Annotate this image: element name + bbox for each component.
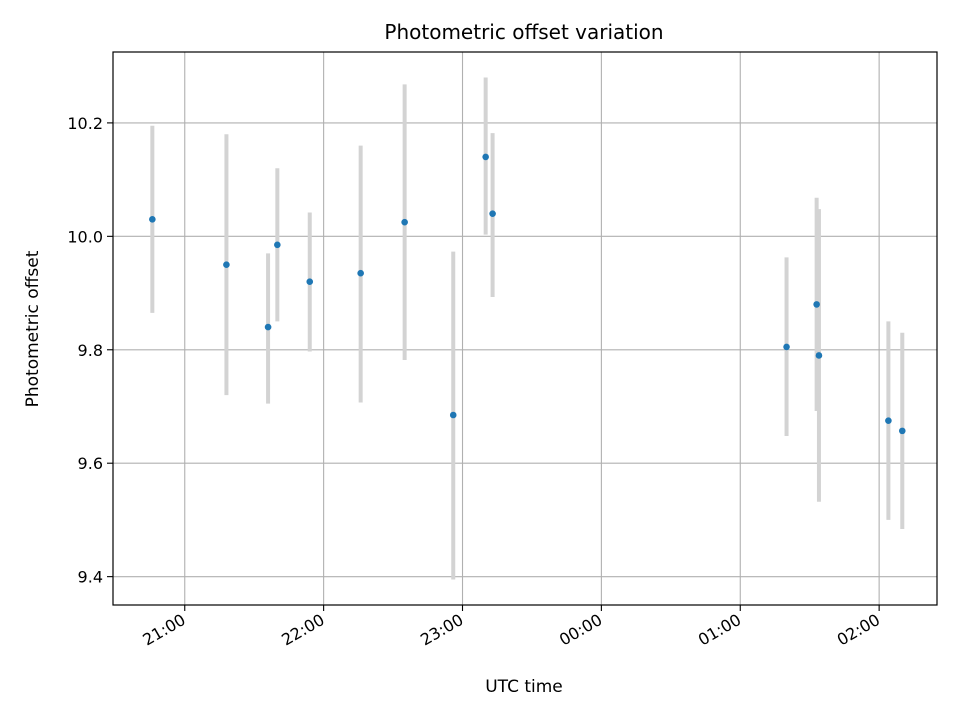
data-point xyxy=(149,216,156,223)
x-tick-label: 22:00 xyxy=(278,610,327,650)
y-tick-label: 10.0 xyxy=(67,227,103,246)
data-point xyxy=(489,210,496,217)
x-tick-label: 23:00 xyxy=(417,610,466,650)
x-tick-label: 00:00 xyxy=(556,610,605,650)
plot-frame xyxy=(112,51,938,606)
y-tick-label: 9.6 xyxy=(78,454,103,473)
data-point xyxy=(264,323,272,331)
data-point xyxy=(223,261,230,268)
y-tick-label: 9.4 xyxy=(78,568,103,587)
x-tick-label: 02:00 xyxy=(834,610,883,650)
x-tick-label: 01:00 xyxy=(695,610,744,650)
grid-layer xyxy=(113,52,937,605)
y-tick-label: 10.2 xyxy=(67,114,103,133)
y-tick-label: 9.8 xyxy=(78,341,103,360)
data-point xyxy=(813,301,820,308)
y-axis-label: Photometric offset xyxy=(23,250,43,407)
x-tick-label: 21:00 xyxy=(139,610,188,650)
point-layer xyxy=(149,153,906,435)
data-point xyxy=(898,427,906,435)
data-point xyxy=(401,218,408,226)
x-axis-label: UTC time xyxy=(485,677,563,697)
data-point xyxy=(815,352,823,359)
data-point xyxy=(449,411,457,419)
data-point xyxy=(482,153,489,161)
x-axis-ticks: 21:00 22:00 23:00 00:00 01:00 02:00 xyxy=(139,605,883,650)
data-point xyxy=(357,269,364,277)
data-point xyxy=(885,417,892,424)
data-point xyxy=(274,241,281,249)
data-point xyxy=(783,343,790,351)
errorbar-layer xyxy=(150,77,905,580)
data-point xyxy=(306,278,314,286)
chart-title: Photometric offset variation xyxy=(384,20,663,44)
y-axis-ticks: 9.4 9.6 9.8 10.0 10.2 xyxy=(67,114,113,587)
